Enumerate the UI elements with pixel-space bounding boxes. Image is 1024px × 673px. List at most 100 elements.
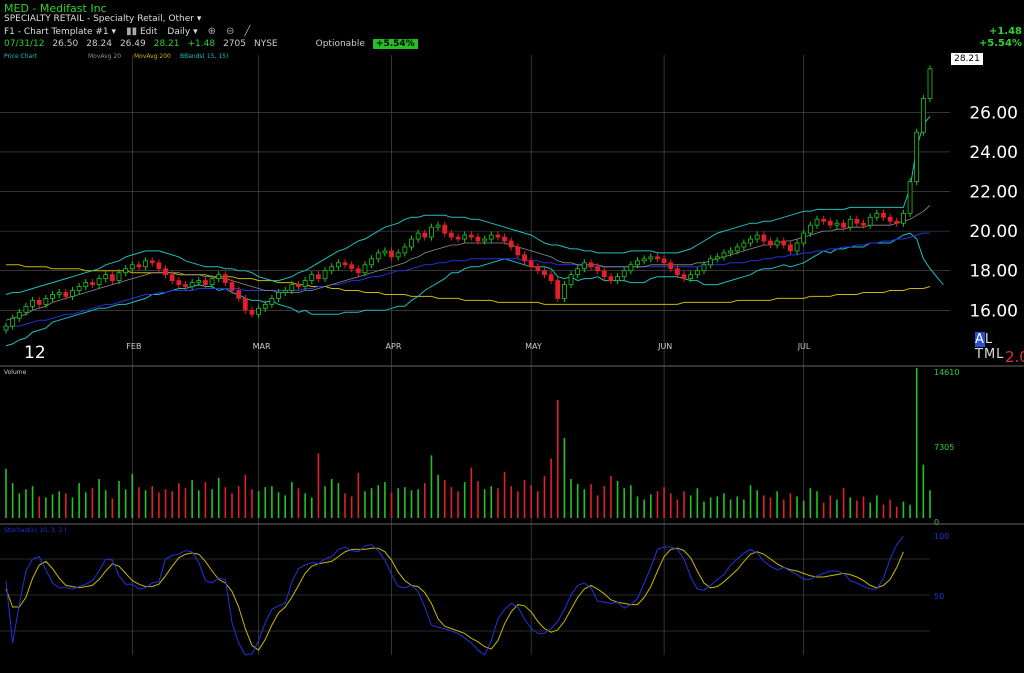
candle-body bbox=[861, 222, 866, 226]
date-axis: FEB MAR APR MAY JUN JUL bbox=[126, 342, 811, 351]
template-selector[interactable]: F1 - Chart Template #1 ▾ bbox=[4, 27, 116, 37]
volume-bar bbox=[377, 485, 380, 518]
candle-body bbox=[282, 290, 288, 293]
candle-body bbox=[409, 238, 414, 248]
candle-body bbox=[548, 274, 554, 282]
volume-bar bbox=[556, 399, 559, 518]
volume-bar bbox=[237, 486, 240, 518]
candle-body bbox=[116, 272, 122, 282]
candle-body bbox=[754, 234, 760, 240]
volume-bar bbox=[583, 489, 586, 518]
candle-body bbox=[262, 303, 268, 309]
volume-bar bbox=[370, 488, 373, 518]
volume-bar bbox=[111, 498, 114, 518]
candle-body bbox=[788, 244, 793, 252]
candle-body bbox=[741, 242, 747, 248]
candle-body bbox=[688, 274, 694, 280]
candle-body bbox=[375, 252, 381, 260]
price-tick-label: 20.00 bbox=[969, 222, 1018, 242]
candle-body bbox=[681, 274, 687, 280]
date-tick-label: MAY bbox=[525, 342, 542, 351]
volume-bar bbox=[251, 489, 253, 518]
legend-bbands: BBands( 15, 15) bbox=[180, 53, 228, 60]
volume-bar bbox=[244, 474, 247, 518]
candle-body bbox=[415, 232, 421, 240]
volume-bar bbox=[869, 502, 871, 518]
bband-upper-line bbox=[5, 115, 931, 295]
volume-bar bbox=[404, 487, 406, 518]
volume-bar bbox=[590, 484, 592, 518]
volume-bar bbox=[530, 485, 532, 518]
sector-dropdown-icon[interactable]: ▾ bbox=[196, 14, 202, 24]
candle-body bbox=[475, 236, 481, 242]
volume-bar bbox=[723, 493, 725, 518]
candle-body bbox=[874, 212, 880, 218]
symbol-title: MED - Medifast Inc bbox=[4, 2, 107, 15]
volume-tick-label: 14610 bbox=[934, 368, 959, 377]
candle-body bbox=[561, 284, 567, 299]
volume-bar bbox=[211, 489, 213, 518]
candle-body bbox=[16, 311, 22, 319]
volume-bar bbox=[45, 497, 47, 518]
altml-a: A bbox=[975, 332, 985, 347]
volume-bar bbox=[384, 482, 386, 518]
candle-body bbox=[169, 274, 175, 282]
period-selector[interactable]: Daily ▾ bbox=[167, 27, 197, 37]
volume-bar bbox=[330, 478, 333, 518]
legend-mov200: MovAvg 200 bbox=[134, 53, 171, 60]
candle-body bbox=[768, 240, 773, 246]
candle-body bbox=[36, 299, 42, 305]
candlesticks bbox=[3, 65, 933, 334]
volume-bar bbox=[390, 492, 393, 518]
candle-body bbox=[129, 264, 135, 270]
volume-bar bbox=[862, 496, 865, 518]
draw-line-icon[interactable]: ╱ bbox=[244, 26, 251, 37]
legend-price-chart: Price Chart bbox=[4, 53, 38, 60]
candle-body bbox=[595, 266, 601, 272]
volume-axis: 14610 7305 0 bbox=[934, 368, 959, 527]
candle-body bbox=[807, 224, 813, 234]
stochastic-lines bbox=[0, 535, 930, 656]
volume-bar bbox=[729, 499, 732, 518]
zoom-out-icon[interactable]: ⊖ bbox=[225, 26, 235, 37]
candle-body bbox=[435, 224, 441, 228]
candle-body bbox=[575, 268, 581, 276]
volume-bar bbox=[104, 490, 107, 518]
volume-bar bbox=[483, 489, 486, 518]
candle-body bbox=[528, 260, 534, 268]
volume-bar bbox=[344, 493, 346, 518]
volume-bar bbox=[656, 491, 659, 518]
candle-body bbox=[628, 264, 634, 272]
stoch-d-line bbox=[5, 547, 904, 651]
last-price-tag: 28.21 bbox=[951, 53, 983, 65]
candle-body bbox=[96, 278, 102, 285]
candle-body bbox=[841, 222, 846, 228]
candle-body bbox=[661, 258, 667, 264]
volume-bar bbox=[829, 495, 832, 518]
volume-bar bbox=[231, 493, 233, 518]
edit-button[interactable]: ▮▮ Edit bbox=[126, 26, 157, 37]
volume-bar bbox=[769, 497, 772, 518]
candle-body bbox=[568, 274, 574, 285]
optionable-label: Optionable bbox=[315, 39, 365, 49]
volume-bar bbox=[264, 487, 267, 518]
volume-bar bbox=[842, 488, 845, 518]
right-change-box: +1.48 +5.54% bbox=[979, 26, 1022, 50]
candle-body bbox=[535, 266, 541, 272]
volume-bar bbox=[423, 483, 426, 518]
candle-body bbox=[143, 260, 148, 268]
candle-body bbox=[781, 240, 787, 246]
volume-bar bbox=[430, 455, 433, 518]
candle-body bbox=[369, 258, 375, 266]
candle-body bbox=[542, 270, 547, 276]
zoom-in-icon[interactable]: ⊕ bbox=[207, 26, 216, 37]
volume-bar bbox=[610, 475, 612, 518]
volume-bar bbox=[217, 477, 220, 518]
volume-bar bbox=[756, 490, 758, 518]
candle-body bbox=[10, 317, 16, 327]
candle-body bbox=[249, 309, 255, 315]
sector-line[interactable]: SPECIALTY RETAIL - Specialty Retail, Oth… bbox=[4, 14, 201, 24]
candle-body bbox=[136, 264, 142, 268]
volume-bar bbox=[623, 488, 626, 518]
